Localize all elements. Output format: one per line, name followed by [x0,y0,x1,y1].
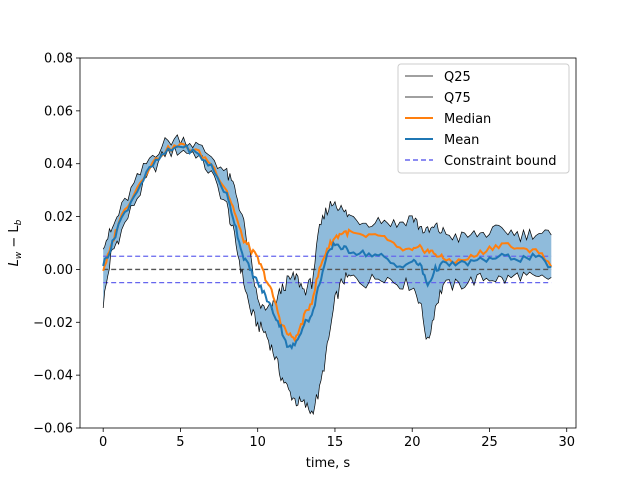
y-tick-label: 0.08 [44,52,73,67]
legend-label-q25: Q25 [444,70,471,85]
chart-marks [102,134,553,416]
y-tick-label: −0.06 [33,422,73,437]
y-label-sub1: w [14,251,24,259]
y-tick-label: −0.04 [33,369,73,384]
series-mean-line [102,143,552,351]
x-tick-label: 20 [404,435,421,450]
legend-box [397,63,570,174]
legend-label-constraint: Constraint bound [444,154,556,169]
legend: Q25 Q75 Median Mean Constraint bound [397,63,570,174]
x-tick-label: 10 [249,435,266,450]
y-tick-label: −0.02 [33,316,73,331]
x-tick-label: 0 [99,435,107,450]
x-axis-label: time, s [306,456,351,471]
axes-frame [79,57,577,429]
legend-label-q75: Q75 [444,91,471,106]
x-axis-ticks: 0 5 10 15 20 25 30 [99,428,575,450]
y-tick-label: 0.00 [44,263,73,278]
y-label-mid: − L [7,225,22,252]
legend-label-mean: Mean [444,133,479,148]
y-axis-label: Lw − Lb [7,219,24,266]
y-label-main: L [7,259,22,266]
x-tick-label: 25 [481,435,498,450]
y-axis-ticks: −0.06 −0.04 −0.02 0.00 0.02 0.04 0.06 0.08 [33,52,80,437]
iqr-band [103,134,552,415]
y-tick-label: 0.04 [44,157,73,172]
y-tick-label: 0.02 [44,210,73,225]
y-label-sub2: b [14,219,24,225]
legend-label-median: Median [444,112,491,127]
y-tick-label: 0.06 [44,104,73,119]
x-tick-label: 30 [558,435,575,450]
x-tick-label: 15 [327,435,344,450]
x-tick-label: 5 [176,435,184,450]
series-q75-line [102,134,552,311]
